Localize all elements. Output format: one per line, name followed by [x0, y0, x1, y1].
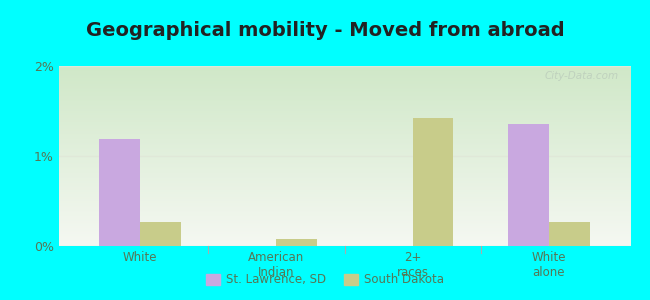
- Text: City-Data.com: City-Data.com: [545, 71, 619, 81]
- Legend: St. Lawrence, SD, South Dakota: St. Lawrence, SD, South Dakota: [202, 269, 448, 291]
- Bar: [99, 139, 140, 246]
- Bar: [276, 239, 317, 246]
- Bar: [413, 118, 454, 246]
- Text: Geographical mobility - Moved from abroad: Geographical mobility - Moved from abroa…: [86, 21, 564, 40]
- Bar: [549, 222, 590, 246]
- Bar: [140, 222, 181, 246]
- Bar: [508, 124, 549, 246]
